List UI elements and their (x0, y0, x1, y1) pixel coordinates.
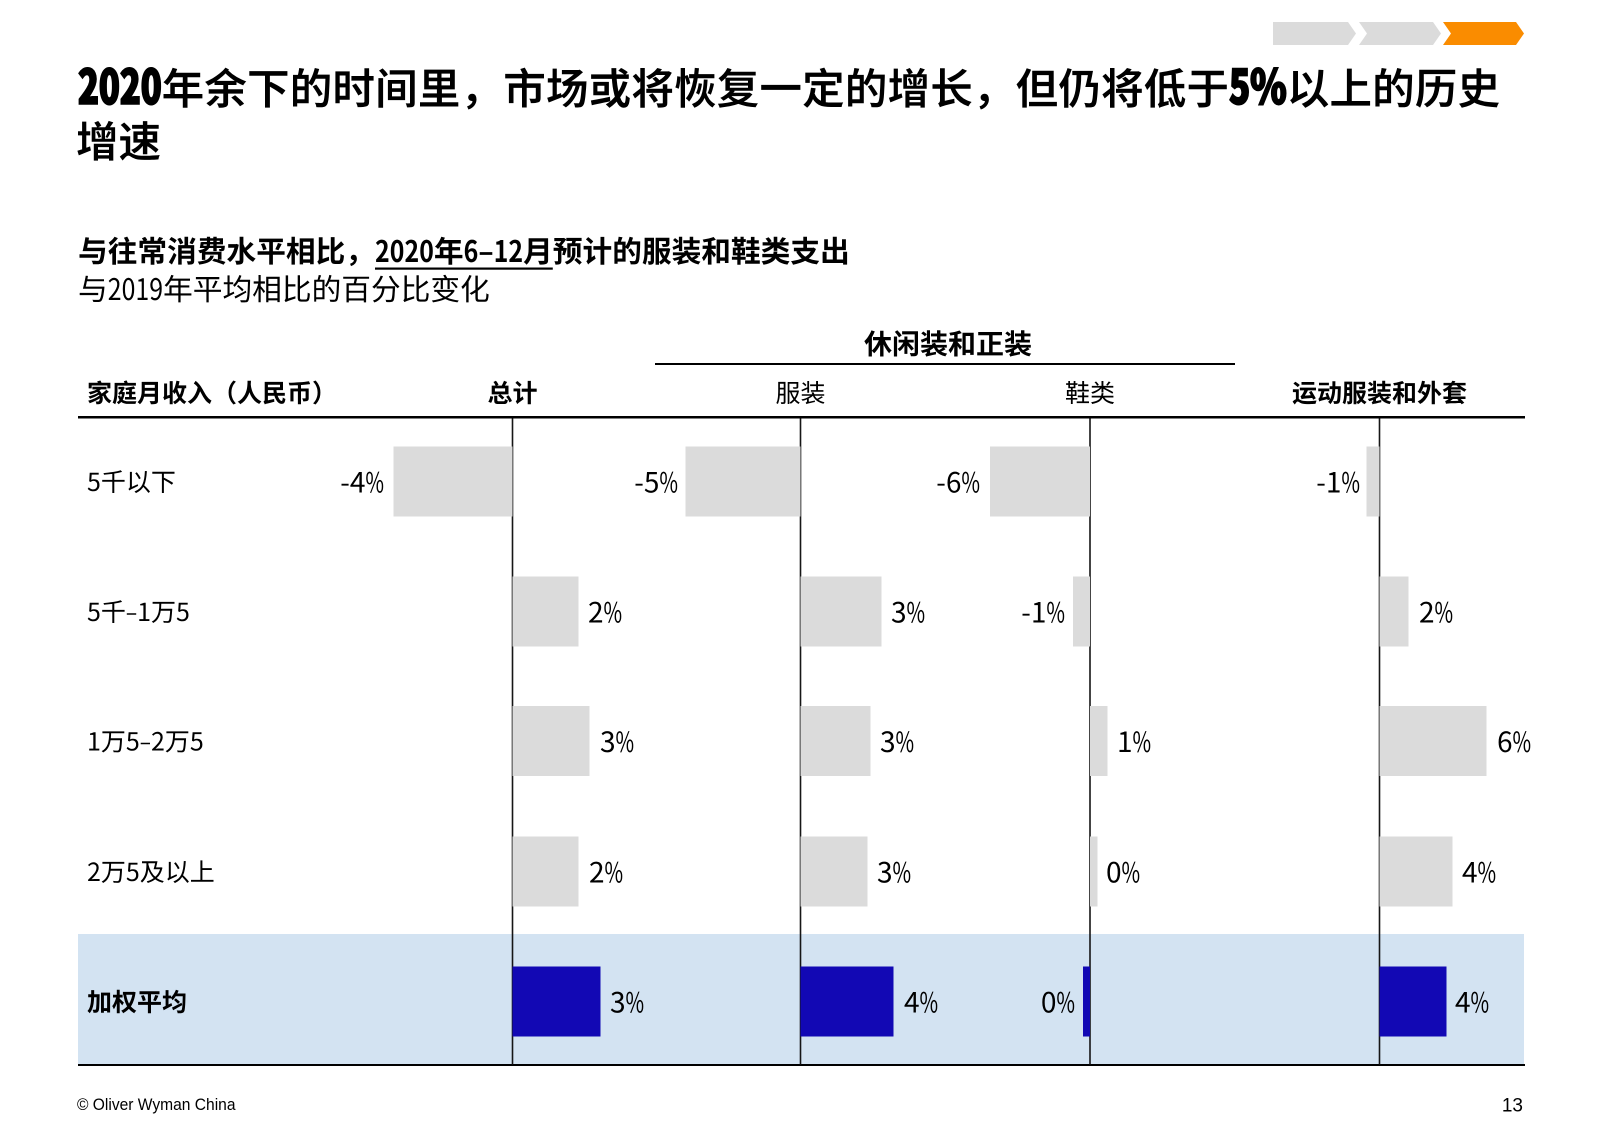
svg-text:© Oliver Wyman China: © Oliver Wyman China (77, 1095, 236, 1114)
svg-text:13: 13 (1502, 1096, 1523, 1117)
